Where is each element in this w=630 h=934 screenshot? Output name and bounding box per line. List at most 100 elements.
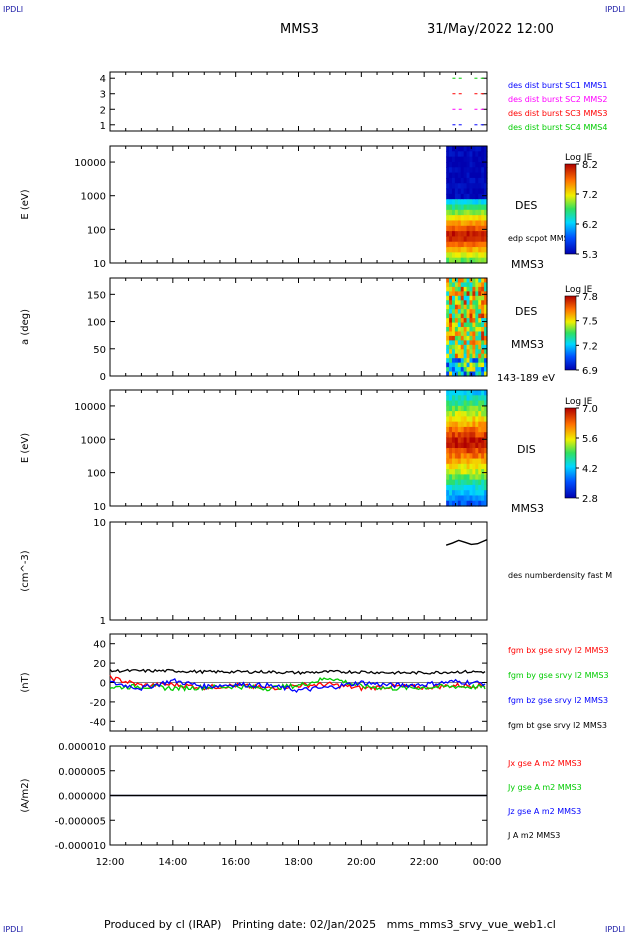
heatmap-cell [472,177,476,184]
heatmap-cell [478,313,482,319]
heatmap-cell [446,349,450,355]
heatmap-cell [478,367,482,373]
heatmap-cell [484,322,488,328]
heatmap-cell [469,416,474,423]
heatmap-cell [466,367,471,373]
heatmap-cell [478,291,482,297]
heatmap-cell [454,448,459,454]
heatmap-cell [475,199,479,206]
heatmap-cell [472,172,476,179]
heatmap-cell [446,421,450,428]
heatmap-cell [475,278,479,284]
heatmap-cell [446,231,450,238]
heatmap-cell [457,358,462,364]
heatmap-cell [457,335,462,341]
heatmap-cell [466,442,471,449]
heatmap-cell [457,395,462,402]
heatmap-cell [475,331,479,337]
y-axis-label-4: (cm^-3) [20,550,31,591]
heatmap-cell [475,300,479,306]
heatmap-cell [466,400,471,407]
panel-label-des-pa: DES [515,305,537,318]
heatmap-cell [457,204,462,211]
heatmap-cell [466,371,471,377]
heatmap-cell [463,282,468,288]
heatmap-cell [454,358,459,364]
mission-title: MMS3 [280,22,319,37]
heatmap-cell [457,309,462,315]
heatmap-cell [449,231,453,238]
y-tick-label-2: 150 [87,290,106,301]
heatmap-cell [449,421,453,428]
heatmap-cell [457,286,462,292]
heatmap-cell [472,453,476,460]
heatmap-cell [454,231,459,238]
heatmap-cell [469,286,474,292]
y-tick-label-1: 1000 [81,192,106,203]
heatmap-cell [478,453,482,460]
heatmap-cell [466,500,471,507]
heatmap-cell [457,300,462,306]
legend-entry-burst: des dist burst SC2 MMS2 [508,95,607,104]
heatmap-cell [451,448,456,454]
heatmap-cell [478,215,482,222]
heatmap-cell [454,335,459,341]
heatmap-cell [469,479,474,486]
heatmap-cell [463,295,468,301]
heatmap-cell [454,300,459,306]
heatmap-cell [460,353,465,359]
heatmap-cell [484,241,488,248]
heatmap-cell [469,300,474,306]
heatmap-cell [478,225,482,232]
heatmap-cell [451,371,456,377]
heatmap-cell [460,453,465,460]
heatmap-cell [451,220,456,227]
heatmap-cell [478,405,482,412]
heatmap-cell [449,209,453,216]
heatmap-cell [478,349,482,355]
heatmap-cell [475,367,479,373]
heatmap-cell [469,448,474,454]
heatmap-cell [472,193,476,200]
heatmap-cell [466,358,471,364]
heatmap-cell [472,331,476,337]
heatmap-cell [460,252,465,259]
heatmap-cell [457,231,462,238]
heatmap-cell [451,286,456,292]
heatmap-cell [478,177,482,184]
heatmap-cell [457,172,462,179]
heatmap-cell [478,479,482,486]
heatmap-cell [469,426,474,433]
heatmap-cell [469,193,474,200]
heatmap-cell [460,220,465,227]
heatmap-cell [460,172,465,179]
heatmap-cell [457,156,462,163]
heatmap-cell [469,188,474,195]
heatmap-cell [449,304,453,310]
heatmap-cell [478,146,482,152]
heatmap-cell [484,484,488,491]
heatmap-cell [478,411,482,417]
heatmap-cell [472,295,476,301]
heatmap-cell [457,151,462,158]
y-tick-label-6: -0.000010 [55,841,106,852]
heatmap-cell [463,188,468,195]
heatmap-cell [478,416,482,423]
heatmap-cell [463,411,468,417]
heatmap-cell [481,390,485,396]
heatmap-cell [449,257,453,264]
heatmap-cell [469,335,474,341]
heatmap-cell [484,421,488,428]
heatmap-cell [451,395,456,402]
heatmap-cell [454,367,459,373]
heatmap-cell [449,241,453,248]
heatmap-cell [466,318,471,324]
heatmap-cell [475,241,479,248]
heatmap-cell [454,322,459,328]
heatmap-cell [454,437,459,444]
heatmap-cell [451,322,456,328]
heatmap-cell [475,215,479,222]
heatmap-cell [481,204,485,211]
heatmap-cell [469,209,474,216]
heatmap-cell [463,469,468,475]
